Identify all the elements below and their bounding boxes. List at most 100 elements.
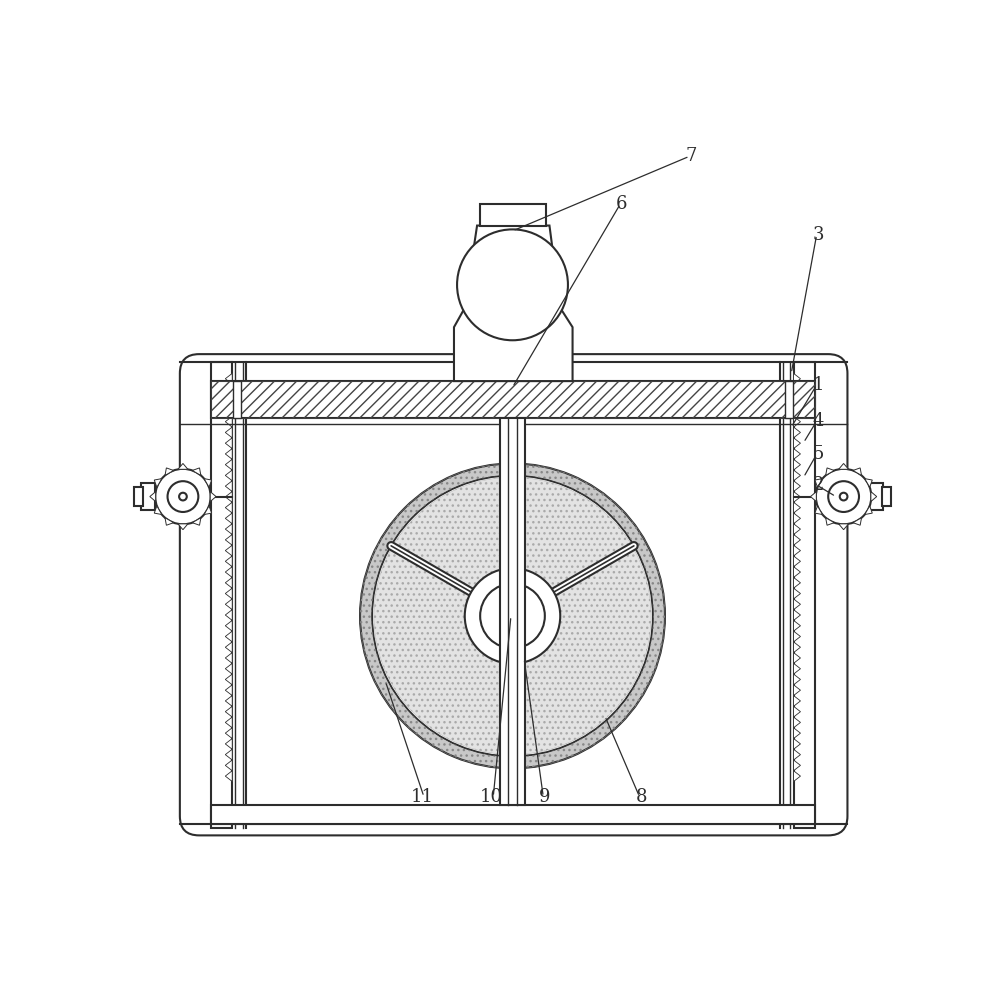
Polygon shape [794, 653, 800, 663]
Circle shape [155, 469, 211, 524]
Polygon shape [225, 770, 232, 781]
Polygon shape [794, 524, 800, 535]
Polygon shape [794, 749, 800, 760]
Polygon shape [225, 609, 232, 620]
Polygon shape [225, 502, 232, 513]
Circle shape [465, 569, 560, 664]
Circle shape [840, 493, 847, 500]
Polygon shape [204, 479, 212, 487]
Circle shape [457, 230, 568, 340]
Polygon shape [225, 374, 232, 384]
Polygon shape [794, 491, 800, 502]
Polygon shape [225, 437, 232, 448]
Text: 2: 2 [813, 476, 824, 494]
Bar [141, 483, 155, 511]
Polygon shape [810, 492, 816, 502]
Polygon shape [794, 760, 800, 770]
Polygon shape [225, 696, 232, 707]
Polygon shape [794, 384, 800, 395]
Polygon shape [454, 226, 573, 381]
Polygon shape [225, 717, 232, 728]
Polygon shape [794, 599, 800, 609]
Text: 4: 4 [813, 413, 824, 430]
Text: 7: 7 [685, 147, 697, 165]
Polygon shape [225, 663, 232, 674]
Polygon shape [154, 506, 162, 515]
Bar [134, 487, 143, 506]
Polygon shape [225, 749, 232, 760]
Text: 5: 5 [813, 445, 824, 463]
Circle shape [372, 476, 653, 756]
Text: 10: 10 [480, 788, 503, 806]
Polygon shape [192, 468, 201, 475]
Polygon shape [225, 578, 232, 588]
Polygon shape [871, 492, 877, 502]
Polygon shape [794, 556, 800, 567]
Bar [785, 381, 793, 418]
Bar [480, 204, 546, 226]
Polygon shape [794, 674, 800, 685]
Polygon shape [794, 588, 800, 599]
Polygon shape [794, 502, 800, 513]
Bar [794, 362, 815, 828]
Polygon shape [225, 395, 232, 406]
Polygon shape [794, 427, 800, 437]
Polygon shape [815, 506, 822, 515]
Polygon shape [210, 492, 216, 502]
Bar [211, 362, 232, 828]
Polygon shape [225, 599, 232, 609]
Polygon shape [794, 707, 800, 717]
Polygon shape [225, 760, 232, 770]
Polygon shape [794, 739, 800, 749]
Polygon shape [225, 427, 232, 437]
Polygon shape [225, 470, 232, 481]
Polygon shape [225, 524, 232, 535]
Polygon shape [225, 620, 232, 631]
Polygon shape [225, 546, 232, 556]
Bar [869, 483, 883, 511]
Text: 11: 11 [411, 788, 434, 806]
Polygon shape [204, 506, 212, 515]
Bar [211, 381, 815, 418]
Polygon shape [794, 567, 800, 578]
Polygon shape [794, 578, 800, 588]
Bar [211, 381, 815, 418]
Polygon shape [794, 481, 800, 491]
Polygon shape [225, 567, 232, 578]
Bar [500, 418, 525, 804]
Polygon shape [225, 384, 232, 395]
Polygon shape [225, 707, 232, 717]
Polygon shape [225, 448, 232, 459]
Circle shape [480, 583, 545, 648]
Polygon shape [225, 535, 232, 546]
Text: 6: 6 [616, 195, 628, 213]
Circle shape [179, 493, 187, 500]
Polygon shape [225, 653, 232, 663]
Polygon shape [865, 506, 872, 515]
Polygon shape [794, 459, 800, 470]
Polygon shape [794, 728, 800, 739]
Polygon shape [794, 642, 800, 653]
Polygon shape [794, 631, 800, 642]
Polygon shape [853, 518, 862, 525]
Wedge shape [360, 463, 665, 768]
Polygon shape [225, 459, 232, 470]
Polygon shape [192, 518, 201, 525]
Polygon shape [178, 524, 188, 530]
Polygon shape [839, 463, 849, 469]
Polygon shape [794, 513, 800, 524]
Polygon shape [794, 416, 800, 427]
Polygon shape [826, 518, 834, 525]
Text: 8: 8 [635, 788, 647, 806]
Polygon shape [794, 448, 800, 459]
Polygon shape [225, 674, 232, 685]
Polygon shape [225, 491, 232, 502]
Wedge shape [512, 547, 651, 754]
Polygon shape [794, 374, 800, 384]
Polygon shape [865, 479, 872, 487]
Bar [211, 804, 815, 824]
Polygon shape [794, 620, 800, 631]
Polygon shape [794, 406, 800, 416]
Polygon shape [794, 663, 800, 674]
Polygon shape [839, 524, 849, 530]
